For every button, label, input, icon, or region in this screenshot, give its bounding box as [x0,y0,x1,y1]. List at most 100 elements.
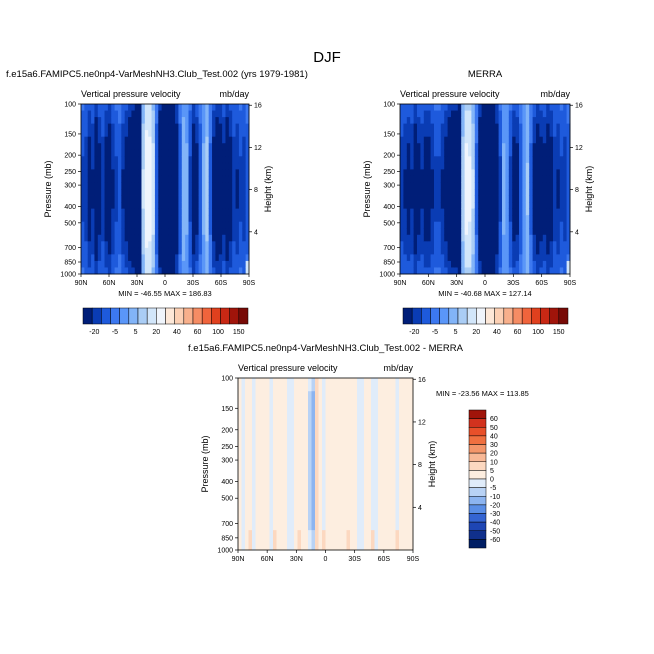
heatmap-cell [269,516,274,524]
heatmap-cell [471,104,476,111]
heatmap-cell [205,156,210,164]
heatmap-cell [357,411,361,419]
heatmap-cell [107,117,112,125]
heatmap-cell [107,189,112,196]
heatmap-cell [259,536,263,544]
heatmap-cell [225,175,230,183]
heatmap-cell [353,391,358,399]
heatmap-cell [154,208,159,216]
heatmap-cell [154,254,159,262]
heatmap-cell [262,523,267,531]
heatmap-cell [205,189,210,196]
heatmap-cell [385,424,389,432]
heatmap-cell [556,202,561,210]
heatmap-cell [138,260,142,268]
heatmap-cell [97,104,102,111]
colorbar-label: -5 [432,329,438,336]
heatmap-cell [185,189,189,196]
heatmap-cell [134,169,139,177]
heatmap-cell [409,450,414,458]
heatmap-cell [406,221,411,229]
heatmap-cell [225,234,230,242]
heatmap-cell [457,175,462,183]
heatmap-cell [457,182,462,190]
heatmap-cell [399,450,403,458]
heatmap-cell [97,215,102,223]
heatmap-cell [529,117,533,125]
heatmap-cell [248,497,253,505]
heatmap-cell [512,130,516,138]
heatmap-cell [392,470,396,478]
heatmap-cell [515,182,520,190]
heatmap-cell [248,411,253,419]
heatmap-cell [195,182,199,190]
heatmap-cell [395,477,400,485]
heatmap-cell [454,136,459,144]
heatmap-cell [385,516,389,524]
heatmap-cell [515,215,520,223]
heatmap-cell [107,123,112,131]
heatmap-cell [165,228,169,236]
heatmap-cell [485,267,489,275]
heatmap-cell [491,221,496,229]
heatmap-cell [280,424,284,432]
heatmap-cell [451,208,455,216]
heatmap-cell [406,260,411,268]
heatmap-cell [111,117,115,125]
heatmap-cell [101,189,105,196]
heatmap-cell [413,162,418,170]
heatmap-cell [498,260,503,268]
heatmap-cell [525,202,530,210]
heatmap-cell [148,202,152,210]
heatmap-cell [262,391,267,399]
heatmap-cell [218,156,223,164]
heatmap-cell [485,149,489,157]
heatmap-cell [406,477,410,485]
heatmap-cell [91,123,95,131]
heatmap-cell [131,123,136,131]
heatmap-cell [238,169,243,177]
heatmap-cell [131,228,136,236]
heatmap-cell [388,464,393,472]
heatmap-cell [350,384,354,392]
heatmap-cell [171,208,176,216]
heatmap-cell [409,530,414,538]
heatmap-cell [508,208,513,216]
heatmap-cell [181,208,186,216]
heatmap-cell [406,208,411,216]
heatmap-cell [481,254,486,262]
heatmap-cell [406,234,411,242]
y-tick-label: 500 [64,220,76,227]
heatmap-cell [512,208,516,216]
heatmap-cell [454,234,459,242]
heatmap-cell [191,169,196,177]
heatmap-cell [188,136,193,144]
heatmap-cell [97,260,102,268]
heatmap-cell [491,175,496,183]
heatmap-cell [454,267,459,275]
heatmap-cell [553,169,557,177]
heatmap-cell [417,267,421,275]
heatmap-cell [245,510,249,518]
heatmap-cell [427,149,431,157]
heatmap-cell [515,169,520,177]
heatmap-cell [212,182,216,190]
y-tick-label: 150 [221,406,233,413]
heatmap-cell [392,437,396,445]
heatmap-cell [248,444,253,452]
heatmap-cell [322,477,326,485]
heatmap-cell [114,104,119,111]
heatmap-cell [245,430,249,438]
heatmap-cell [175,143,179,151]
y-right-axis-label: Height (km) [263,166,273,213]
heatmap-cell [215,123,220,131]
heatmap-cell [536,169,540,177]
heatmap-cell [430,202,435,210]
heatmap-cell [128,162,132,170]
heatmap-cell [410,162,414,170]
heatmap-cell [566,241,571,249]
heatmap-cell [87,149,92,157]
heatmap-cell [154,234,159,242]
heatmap-cell [304,490,309,498]
